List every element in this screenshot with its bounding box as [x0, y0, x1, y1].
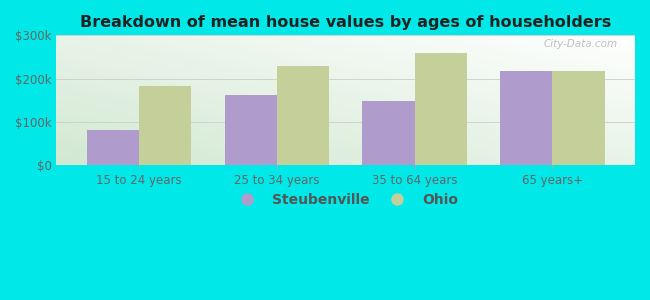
- Text: City-Data.com: City-Data.com: [543, 39, 618, 49]
- Bar: [415, 53, 467, 165]
- Bar: [362, 101, 415, 165]
- Title: Breakdown of mean house values by ages of householders: Breakdown of mean house values by ages o…: [80, 15, 612, 30]
- Bar: [500, 71, 552, 165]
- Bar: [87, 130, 139, 165]
- Bar: [139, 86, 192, 165]
- Legend: Steubenville, Ohio: Steubenville, Ohio: [227, 187, 464, 212]
- Bar: [552, 71, 604, 165]
- Bar: [277, 66, 329, 165]
- Bar: [224, 94, 277, 165]
